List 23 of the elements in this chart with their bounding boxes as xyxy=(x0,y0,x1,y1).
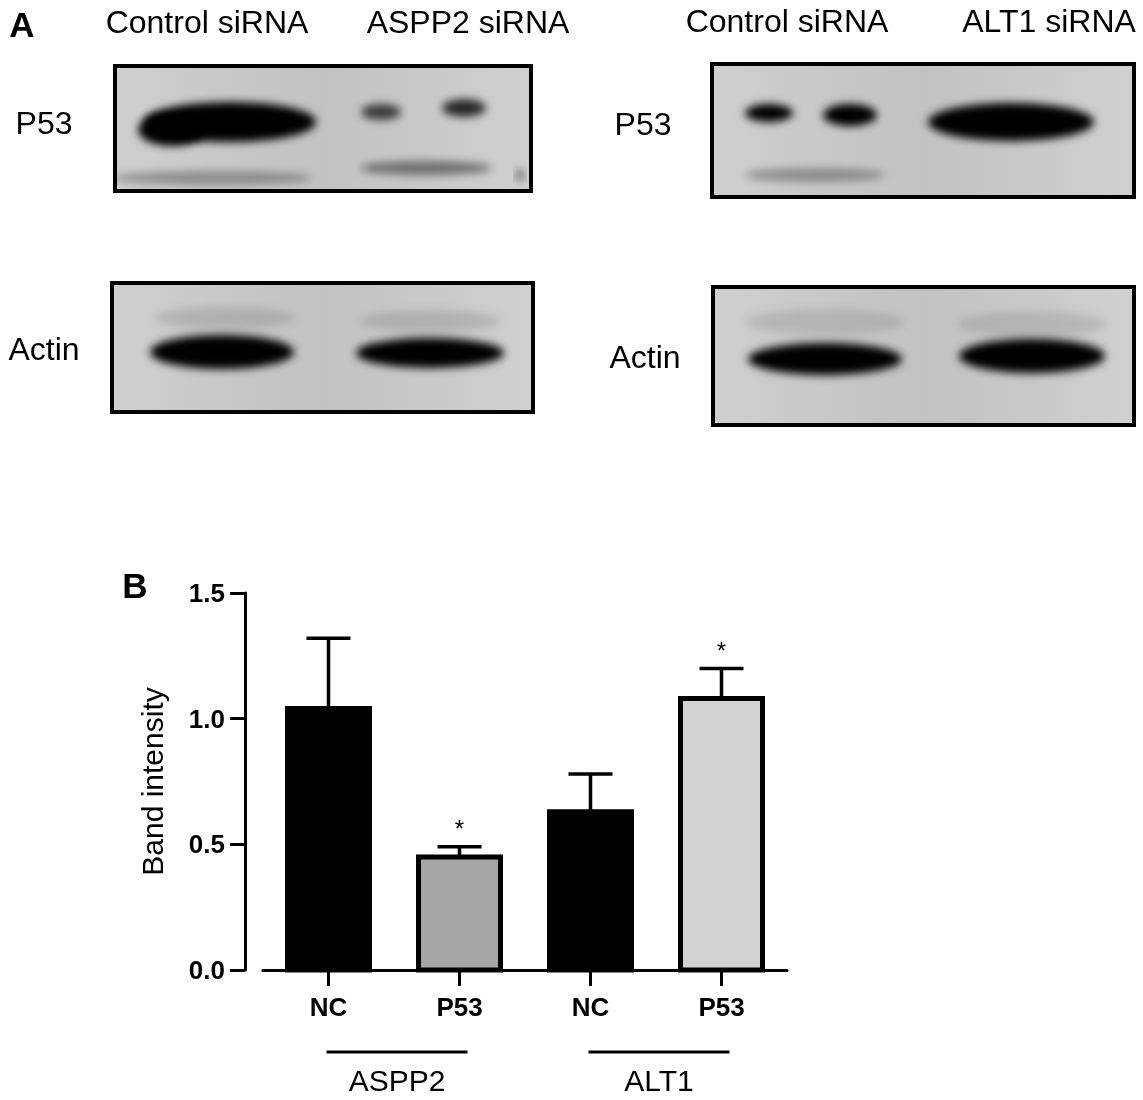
text: P53 xyxy=(614,106,672,142)
y-tick-label: 0.5 xyxy=(188,829,225,860)
text: Actin xyxy=(609,339,681,375)
annotation: * xyxy=(454,815,465,843)
y-tick-label: 1.5 xyxy=(188,578,225,608)
y-axis-title: Band intensity xyxy=(135,687,169,876)
text: ALT1 siRNA xyxy=(962,3,1136,39)
x-tick-label: NC xyxy=(571,992,610,1022)
x-tick-label: P53 xyxy=(698,992,745,1022)
text: ALT1 xyxy=(624,1063,694,1097)
text: Control siRNA xyxy=(105,4,309,40)
text: ASPP2 xyxy=(348,1063,446,1097)
text: Actin xyxy=(8,331,80,367)
x-tick-label: NC xyxy=(309,992,348,1022)
y-tick-label: 1.0 xyxy=(188,703,225,734)
text: B xyxy=(122,565,148,605)
text: ASPP2 siRNA xyxy=(366,4,570,40)
annotation: * xyxy=(716,636,727,664)
x-tick-label: P53 xyxy=(436,992,483,1022)
text: A xyxy=(9,4,35,44)
y-tick-label: 0.0 xyxy=(188,955,225,985)
text: P53 xyxy=(15,105,73,141)
text: Control siRNA xyxy=(685,3,889,39)
